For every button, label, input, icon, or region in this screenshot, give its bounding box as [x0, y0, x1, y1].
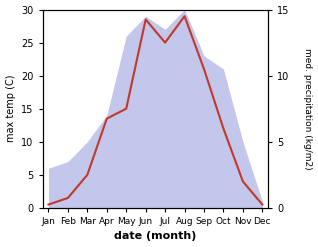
Y-axis label: med. precipitation (kg/m2): med. precipitation (kg/m2)	[303, 48, 313, 169]
Y-axis label: max temp (C): max temp (C)	[5, 75, 16, 143]
X-axis label: date (month): date (month)	[114, 231, 197, 242]
